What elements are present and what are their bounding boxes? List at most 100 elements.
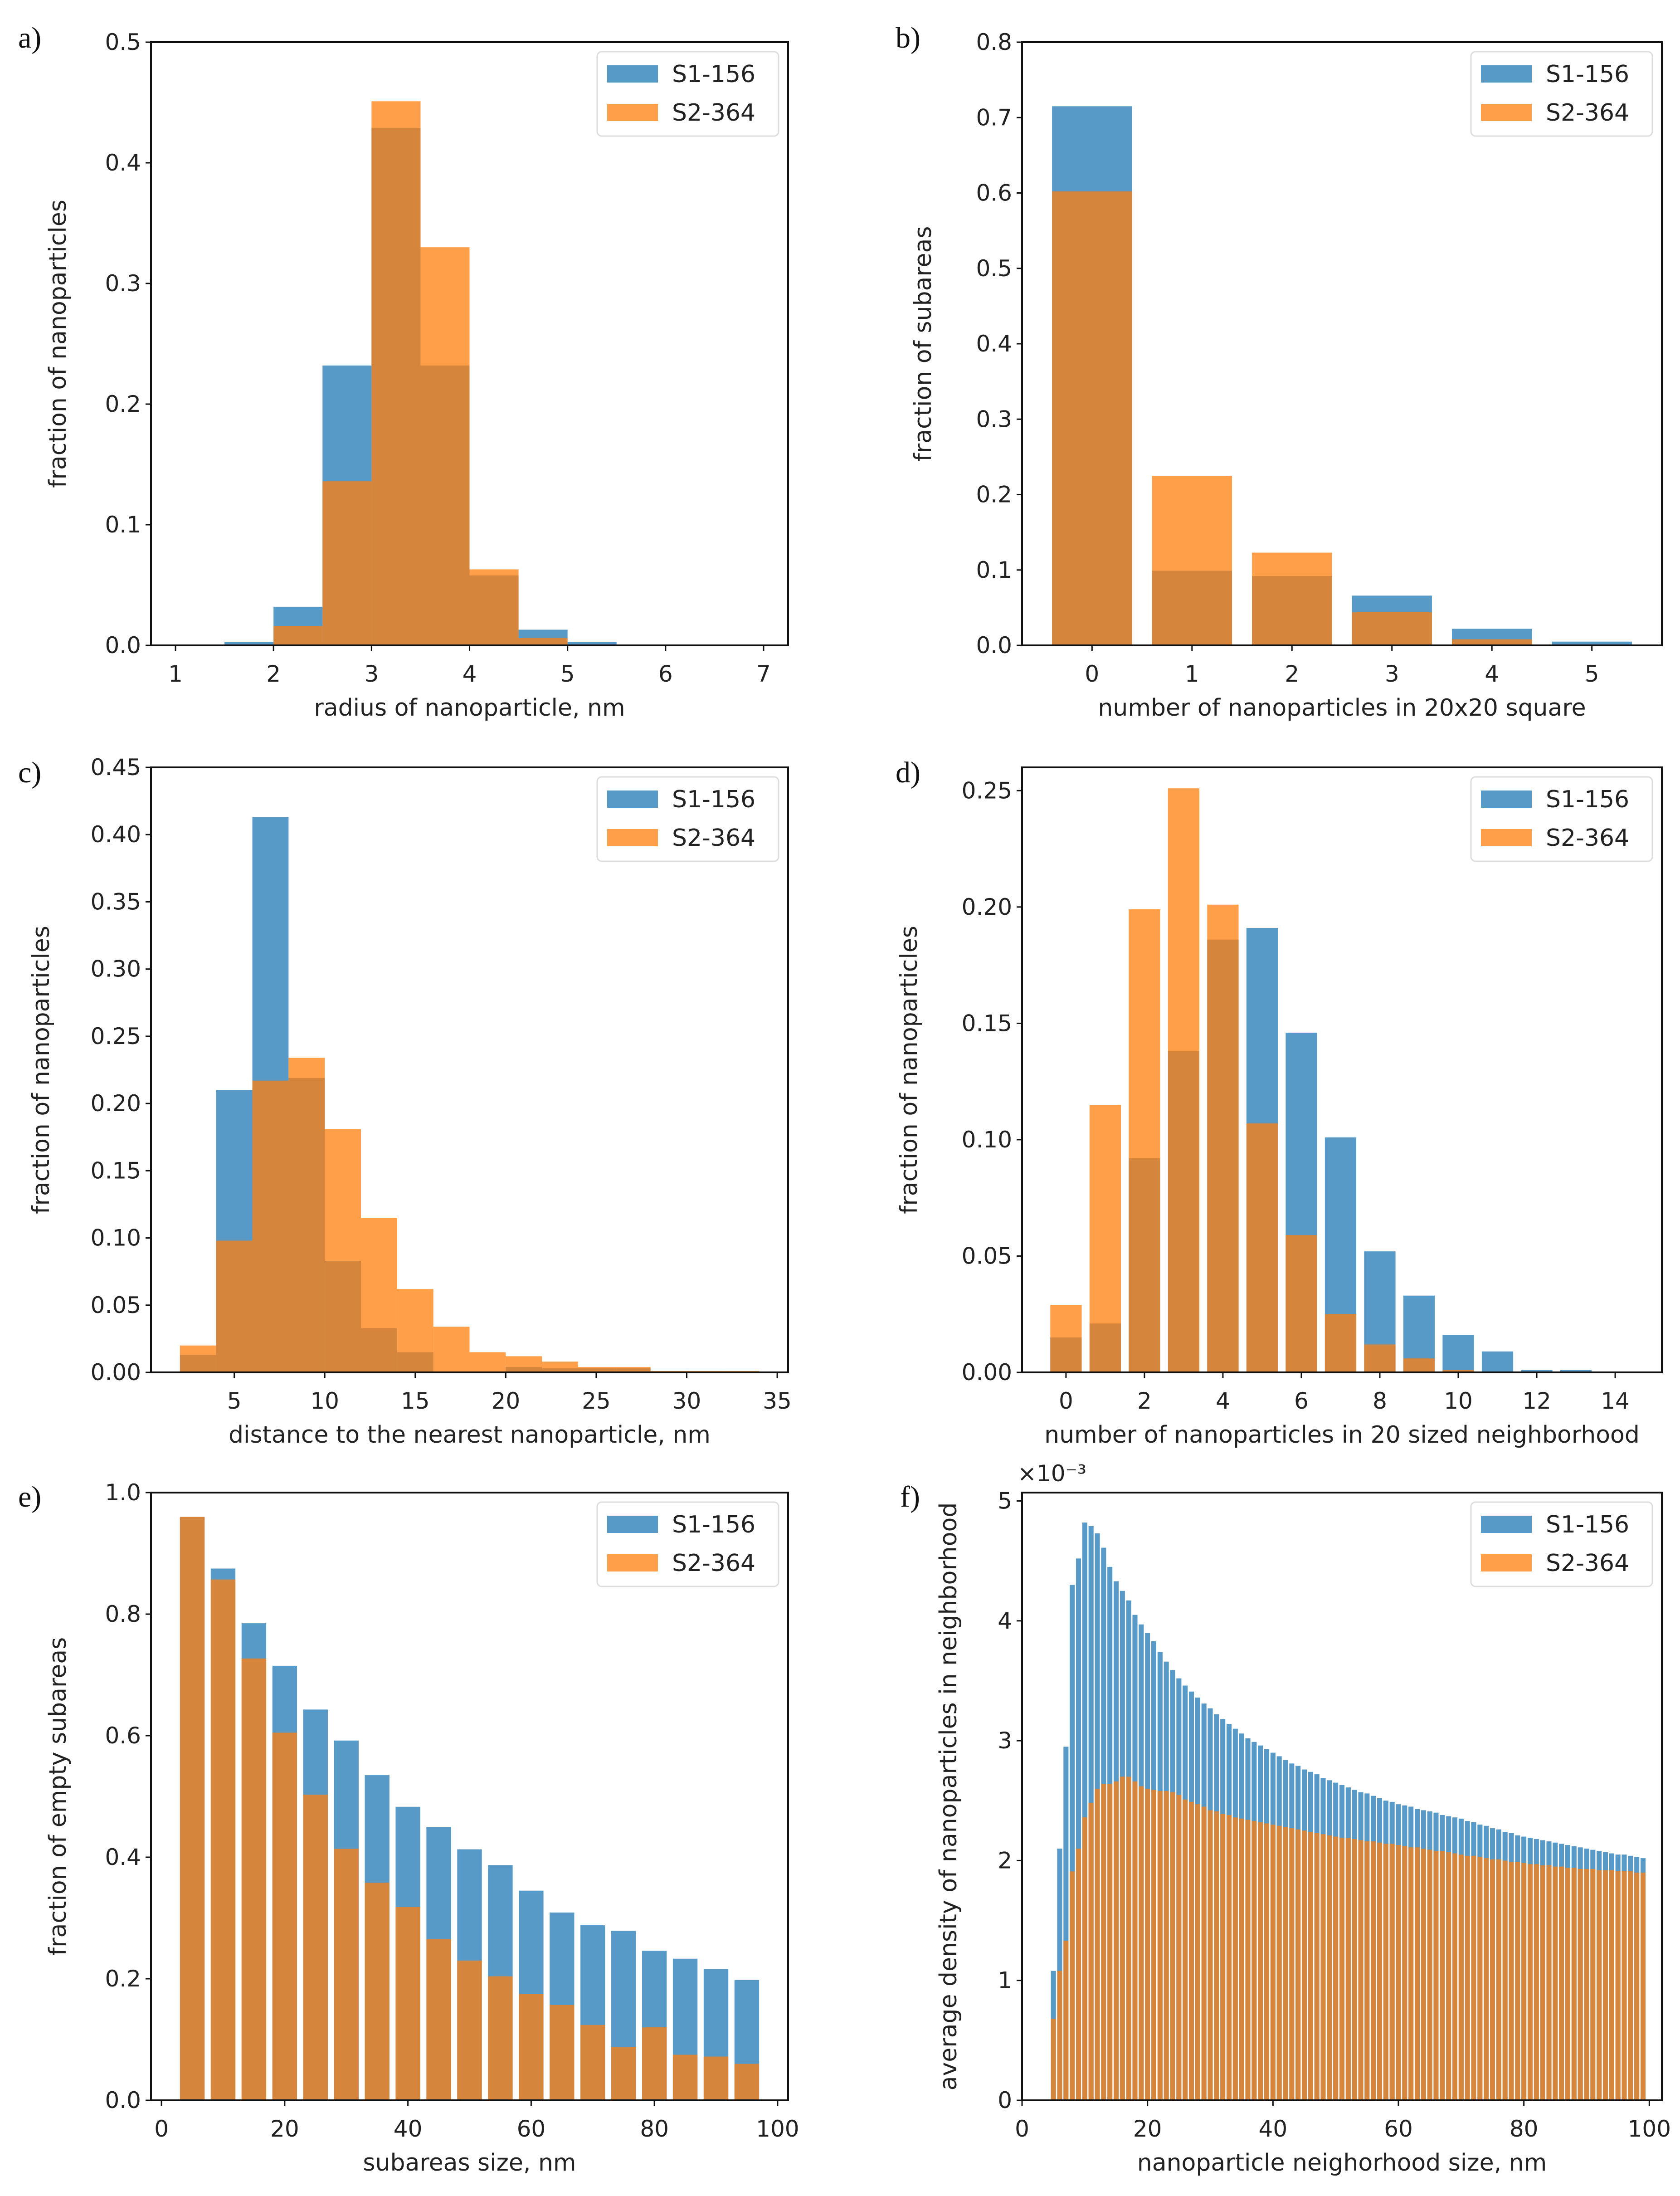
- bar-s2-364: [1590, 1869, 1596, 2100]
- bar-s1-156: [1442, 1335, 1474, 1372]
- x-tick-label: 0: [1085, 661, 1099, 687]
- bar-s2-364: [1442, 1370, 1474, 1372]
- y-tick-label: 0.0: [976, 632, 1012, 659]
- bar-s2-364: [488, 1976, 513, 2100]
- bar-s2-364: [1440, 1851, 1445, 2100]
- x-tick-label: 2: [1285, 661, 1299, 687]
- bar-s2-364: [1515, 1862, 1520, 2100]
- bar-s2-364: [1377, 1842, 1383, 2100]
- bar-s2-364: [1408, 1847, 1414, 2100]
- legend-label: S1-156: [1546, 61, 1629, 88]
- bar-s2-364: [1325, 1314, 1357, 1372]
- legend-label: S2-364: [1546, 99, 1629, 127]
- legend-swatch-s2-364: [1481, 104, 1532, 121]
- bar-s2-364: [1201, 1806, 1207, 2100]
- x-tick-label: 80: [1510, 2116, 1539, 2142]
- y-tick-label: 0.20: [91, 1090, 141, 1117]
- bar-s2-364: [1403, 1358, 1435, 1372]
- y-tick-label: 0.3: [976, 406, 1012, 432]
- y-tick-label: 0.10: [91, 1225, 141, 1251]
- bar-s2-364: [241, 1658, 267, 2100]
- bar-s2-364: [1396, 1845, 1401, 2100]
- y-tick-label: 0.15: [91, 1157, 141, 1184]
- bar-s2-364: [1559, 1866, 1564, 2100]
- y-axis-label: fraction of empty subareas: [44, 1637, 72, 1956]
- y-tick-label: 0.00: [91, 1359, 141, 1386]
- x-tick-label: 0: [154, 2116, 169, 2142]
- x-tick-label: 8: [1373, 1388, 1387, 1414]
- x-tick-label: 4: [1485, 661, 1499, 687]
- bar-s2-364: [457, 1960, 482, 2100]
- y-axis-label: fraction of nanoparticles: [28, 926, 55, 1214]
- bar-s2-364: [1188, 1801, 1194, 2100]
- bar-s2-364: [1258, 1822, 1263, 2100]
- x-tick-label: 14: [1601, 1388, 1630, 1414]
- legend-swatch-s2-364: [1481, 1554, 1532, 1571]
- bar-s2-364: [1578, 1869, 1583, 2100]
- y-tick-label: 5: [998, 1488, 1012, 1514]
- bar-s2-364: [1534, 1864, 1539, 2100]
- bar-s2-364: [303, 1794, 328, 2100]
- bar-s2-364: [1107, 1784, 1113, 2100]
- y-tick-label: 0.25: [91, 1023, 141, 1049]
- bar-s2-364: [1052, 191, 1132, 645]
- bar-s2-364: [288, 1058, 325, 1372]
- x-tick-label: 20: [1133, 2116, 1162, 2142]
- x-tick-label: 3: [364, 661, 379, 687]
- bar-s2-364: [272, 1732, 297, 2100]
- bar-s2-364: [614, 1367, 651, 1372]
- y-tick-label: 0.6: [976, 180, 1012, 206]
- x-axis-label: nanoparticle neighorhood size, nm: [1137, 2149, 1547, 2176]
- bar-s2-364: [1082, 1817, 1087, 2100]
- legend-label: S2-364: [1546, 1550, 1629, 1577]
- bar-s2-364: [1095, 1788, 1100, 2100]
- x-tick-label: 40: [1259, 2116, 1288, 2142]
- bar-s2-364: [1176, 1795, 1182, 2100]
- bar-s2-364: [1051, 2019, 1056, 2100]
- bar-s2-364: [1089, 1104, 1121, 1372]
- chart-panel-b: 0 1 2 3 4 5 0.0 0.1 0.2 0.3 0.4 0.5 0.6 0.7 0.8 number …: [896, 21, 1663, 722]
- bar-s2-364: [550, 2005, 575, 2100]
- bar-s2-364: [1076, 1848, 1081, 2100]
- bar-s2-364: [1602, 1870, 1608, 2100]
- bar-s2-364: [1070, 1871, 1075, 2100]
- bar-s2-364: [469, 1352, 506, 1372]
- bar-s2-364: [1101, 1784, 1106, 2100]
- x-tick-label: 0: [1015, 2116, 1029, 2142]
- legend-swatch-s1-156: [607, 1516, 658, 1533]
- y-tick-label: 0.20: [962, 894, 1012, 920]
- bar-s2-364: [542, 1362, 578, 1372]
- bar-s2-364: [1286, 1235, 1317, 1372]
- x-tick-label: 15: [401, 1388, 430, 1414]
- x-tick-label: 10: [1444, 1388, 1473, 1414]
- y-tick-label: 0.45: [91, 754, 141, 781]
- bar-s2-364: [1232, 1817, 1238, 2100]
- bar-s2-364: [1208, 1810, 1213, 2100]
- bar-s2-364: [1352, 1839, 1357, 2100]
- bar-s2-364: [1270, 1825, 1276, 2100]
- bar-s2-364: [1364, 1841, 1370, 2100]
- bar-s2-364: [580, 2025, 605, 2100]
- bar-s2-364: [1126, 1776, 1131, 2100]
- bar-s2-364: [1120, 1776, 1125, 2100]
- bar-s2-364: [210, 1579, 236, 2100]
- bar-s2-364: [1252, 552, 1332, 645]
- bar-s1-156: [1521, 1370, 1553, 1372]
- bar-s2-364: [1289, 1828, 1295, 2100]
- bar-s1-156: [1076, 1558, 1081, 2100]
- bar-s2-364: [611, 2047, 636, 2100]
- bar-s2-364: [1345, 1838, 1351, 2100]
- plot-frame: [150, 766, 789, 1373]
- plot-frame: [1021, 766, 1663, 1373]
- bar-s2-364: [1571, 1868, 1577, 2100]
- bar-s2-364: [216, 1240, 253, 1372]
- bar-s2-364: [1421, 1848, 1426, 2100]
- bar-s2-364: [433, 1327, 470, 1372]
- x-tick-label: 25: [582, 1388, 611, 1414]
- bar-s2-364: [325, 1129, 361, 1372]
- bar-s2-364: [1264, 1823, 1270, 2100]
- x-tick-label: 80: [640, 2116, 669, 2142]
- bar-s2-364: [1414, 1847, 1420, 2100]
- legend-swatch-s1-156: [607, 791, 658, 808]
- bar-s2-364: [1333, 1836, 1339, 2100]
